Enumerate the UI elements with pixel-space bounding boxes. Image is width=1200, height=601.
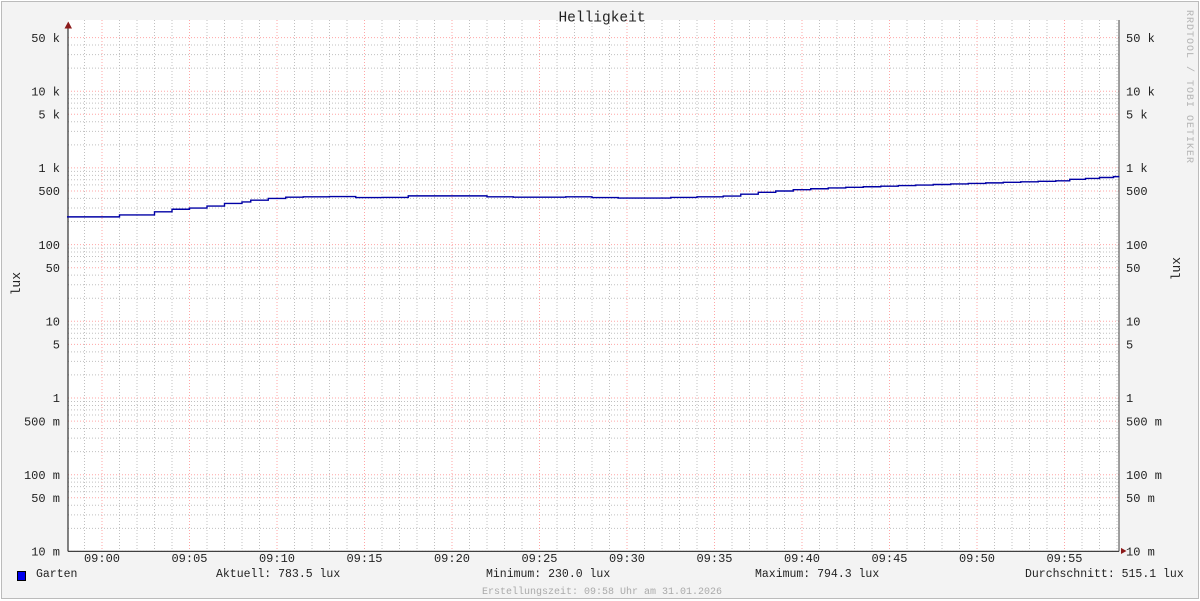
svg-text:50: 50 (46, 262, 60, 276)
svg-text:1: 1 (53, 392, 60, 406)
svg-text:09:40: 09:40 (784, 552, 820, 566)
svg-text:50: 50 (1126, 262, 1140, 276)
svg-text:10 k: 10 k (31, 85, 60, 99)
svg-text:50 k: 50 k (1126, 32, 1155, 46)
svg-text:500 m: 500 m (1126, 415, 1162, 429)
svg-text:500: 500 (38, 185, 60, 199)
svg-text:10 k: 10 k (1126, 85, 1155, 99)
svg-text:5: 5 (1126, 339, 1133, 353)
svg-text:10: 10 (46, 316, 60, 330)
svg-text:09:30: 09:30 (609, 552, 645, 566)
svg-text:1 k: 1 k (1126, 162, 1148, 176)
svg-text:50 k: 50 k (31, 32, 60, 46)
svg-text:09:25: 09:25 (521, 552, 557, 566)
svg-text:500: 500 (1126, 185, 1148, 199)
svg-text:09:55: 09:55 (1046, 552, 1082, 566)
svg-text:Helligkeit: Helligkeit (558, 11, 645, 27)
svg-text:09:50: 09:50 (959, 552, 995, 566)
svg-text:5 k: 5 k (1126, 109, 1148, 123)
svg-text:09:05: 09:05 (171, 552, 207, 566)
svg-text:10 m: 10 m (1126, 546, 1155, 560)
svg-text:1: 1 (1126, 392, 1133, 406)
svg-text:100: 100 (1126, 239, 1148, 253)
svg-text:09:15: 09:15 (346, 552, 382, 566)
svg-text:09:45: 09:45 (871, 552, 907, 566)
svg-text:100 m: 100 m (1126, 469, 1162, 483)
svg-text:09:20: 09:20 (434, 552, 470, 566)
svg-text:09:00: 09:00 (84, 552, 120, 566)
svg-text:500 m: 500 m (24, 415, 60, 429)
svg-text:10 m: 10 m (31, 546, 60, 560)
svg-text:100 m: 100 m (24, 469, 60, 483)
svg-text:10: 10 (1126, 316, 1140, 330)
svg-text:1 k: 1 k (38, 162, 60, 176)
svg-text:5: 5 (53, 339, 60, 353)
svg-text:09:10: 09:10 (259, 552, 295, 566)
svg-text:09:35: 09:35 (696, 552, 732, 566)
svg-text:50 m: 50 m (1126, 492, 1155, 506)
svg-text:50 m: 50 m (31, 492, 60, 506)
svg-text:100: 100 (38, 239, 60, 253)
svg-text:5 k: 5 k (38, 109, 60, 123)
